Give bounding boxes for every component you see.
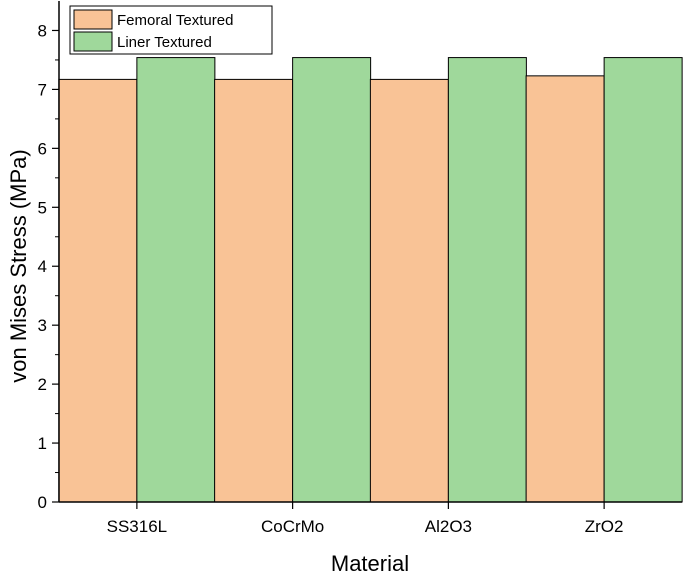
x-tick-label: SS316L — [107, 517, 168, 536]
legend-swatch — [73, 31, 113, 52]
bars-group — [58, 57, 683, 503]
bar-zro2-liner — [603, 57, 683, 503]
x-tick-label: Al2O3 — [425, 517, 472, 536]
y-tick-label: 8 — [38, 21, 47, 40]
bar-ss316l-femoral — [58, 78, 138, 503]
legend-label: Liner Textured — [117, 34, 212, 51]
y-tick-label: 6 — [38, 139, 47, 158]
bar-ss316l-liner — [136, 57, 216, 503]
y-tick-label: 7 — [38, 80, 47, 99]
bar-cocrmo-liner — [292, 57, 372, 503]
y-tick-label: 0 — [38, 493, 47, 512]
y-tick-label: 1 — [38, 434, 47, 453]
ticks-group: 0 1 2 3 4 5 6 7 8 SS316L CoCrMo Al2O3 ZrO2 — [38, 21, 624, 536]
y-tick-label: 3 — [38, 316, 47, 335]
bar-al2o3-liner — [447, 57, 527, 503]
y-tick-label: 2 — [38, 375, 47, 394]
x-tick-label: ZrO2 — [585, 517, 624, 536]
y-tick-label: 4 — [38, 257, 47, 276]
x-axis-title: Material — [331, 551, 409, 576]
legend-swatch — [73, 9, 113, 30]
axes-group — [58, 1, 682, 503]
legend: Femoral Textured Liner Textured — [69, 5, 273, 55]
y-tick-label: 5 — [38, 198, 47, 217]
bar-al2o3-femoral — [369, 78, 449, 503]
legend-label: Femoral Textured — [117, 12, 233, 29]
x-tick-label: CoCrMo — [261, 517, 324, 536]
bar-cocrmo-femoral — [214, 78, 294, 503]
y-axis-title: von Mises Stress (MPa) — [6, 149, 31, 383]
bar-zro2-femoral — [525, 75, 605, 503]
